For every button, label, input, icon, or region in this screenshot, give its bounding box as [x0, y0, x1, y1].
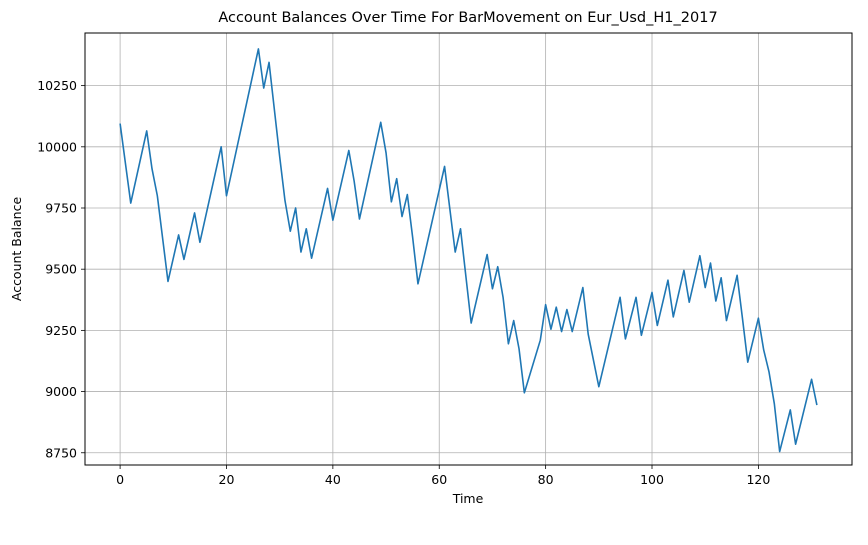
y-axis-label: Account Balance — [9, 197, 24, 302]
x-tick-label: 0 — [116, 472, 124, 487]
x-tick-label: 60 — [431, 472, 447, 487]
y-tick-label: 9750 — [45, 201, 77, 216]
series-line-0 — [119, 48, 818, 453]
y-tick-label: 10250 — [37, 78, 77, 93]
series-layer — [119, 48, 818, 453]
y-axis: 8750 9000 9250 9500 9750 10000 10250 — [37, 78, 85, 460]
plot-frame — [84, 32, 853, 466]
x-axis: 0 20 40 60 80 100 120 — [116, 465, 770, 487]
y-tick-label: 9250 — [45, 323, 77, 338]
x-tick-label: 100 — [640, 472, 664, 487]
y-tick-label: 10000 — [37, 139, 77, 154]
y-tick-label: 8750 — [45, 445, 77, 460]
x-tick-label: 20 — [219, 472, 235, 487]
x-tick-label: 80 — [538, 472, 554, 487]
grid-lines — [85, 33, 852, 465]
x-tick-label: 120 — [746, 472, 770, 487]
x-tick-label: 40 — [325, 472, 341, 487]
y-tick-label: 9500 — [45, 262, 77, 277]
chart-title: Account Balances Over Time For BarMoveme… — [218, 10, 717, 26]
x-axis-label: Time — [452, 491, 484, 506]
y-tick-label: 9000 — [45, 384, 77, 399]
